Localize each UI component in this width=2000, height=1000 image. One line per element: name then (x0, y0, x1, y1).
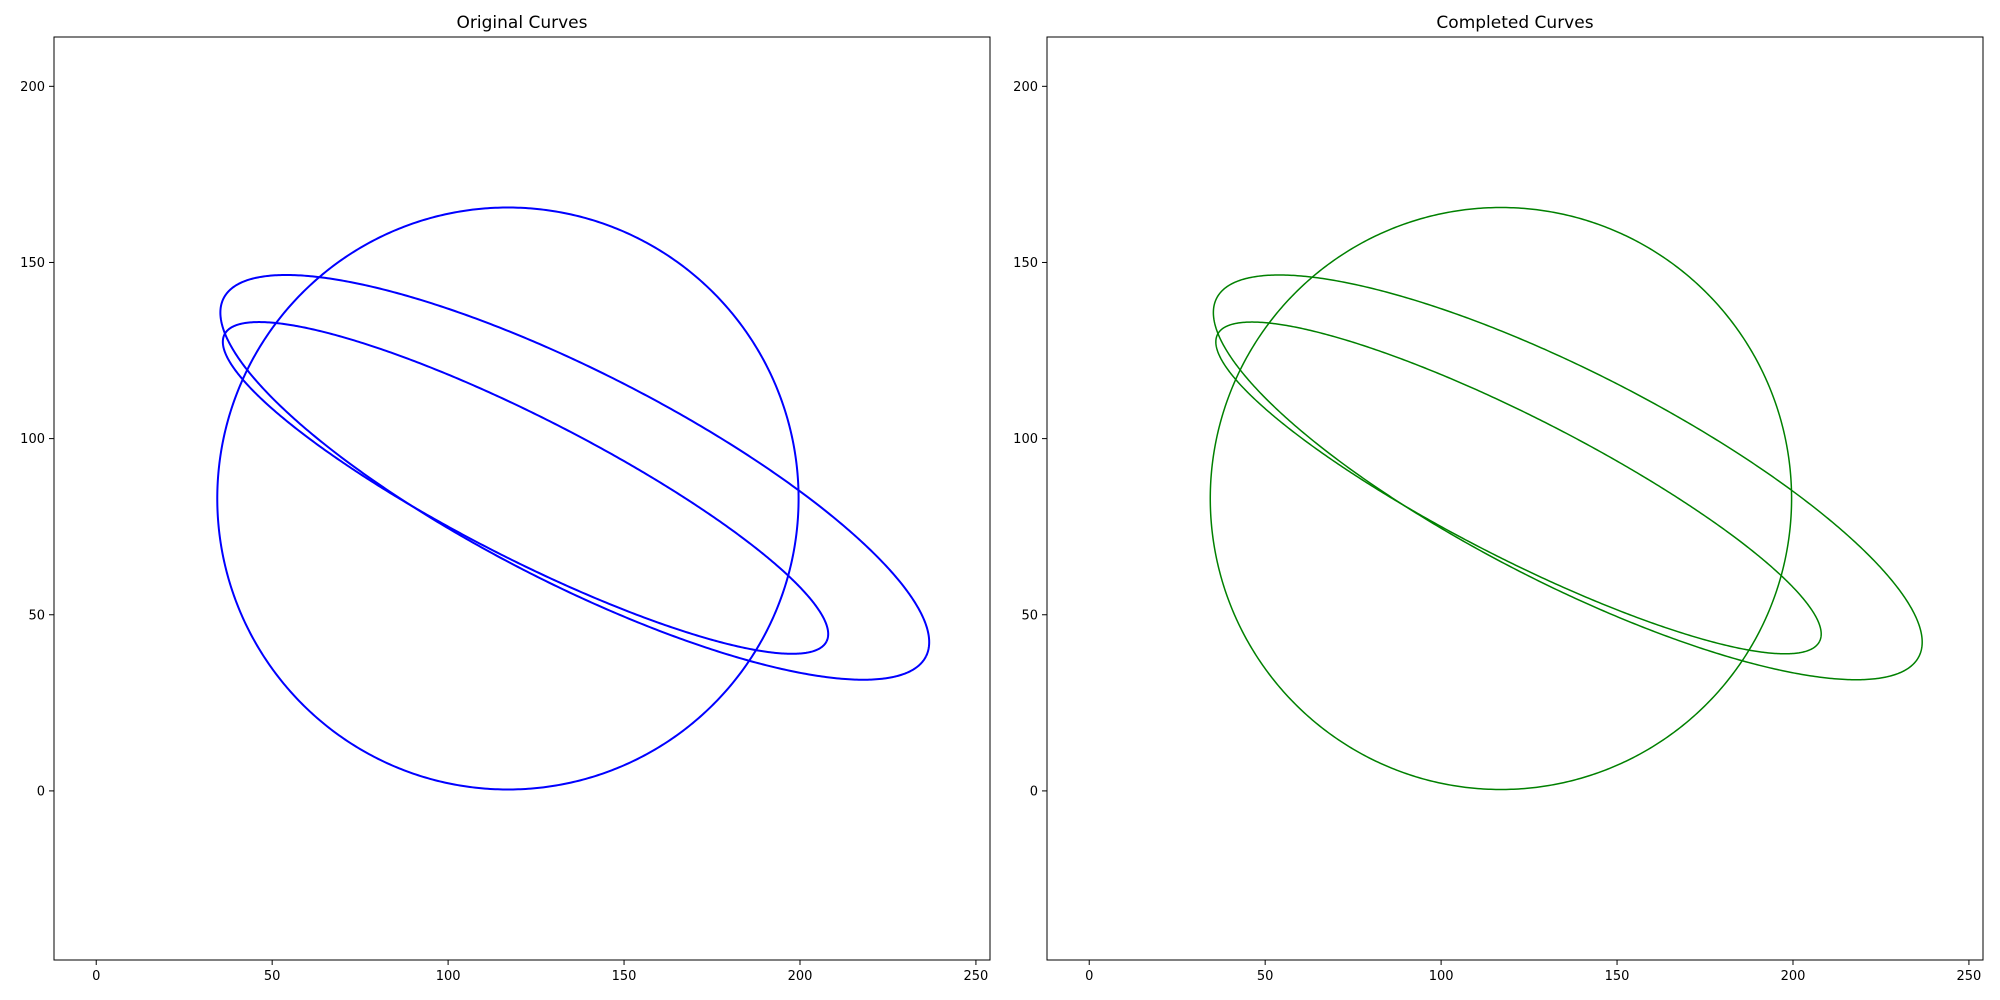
chart-0-ytick-label: 50 (28, 608, 45, 623)
chart-0-planet-circle (216, 206, 800, 791)
chart-1-inner-ring-ellipse (1215, 321, 1822, 655)
chart-0-inner-ring-ellipse (221, 321, 830, 655)
chart-1-ytick-label: 100 (1013, 432, 1038, 447)
chart-1-xtick-label: 100 (1429, 969, 1454, 984)
chart-0-ytick-label: 150 (20, 256, 45, 271)
chart-1-ytick-label: 150 (1013, 256, 1038, 271)
chart-0-xtick-label: 50 (264, 969, 281, 984)
chart-0-xtick-label: 200 (788, 969, 813, 984)
chart-1-xtick-label: 150 (1605, 969, 1630, 984)
chart-1-xtick-label: 250 (1957, 969, 1982, 984)
chart-0-ytick-label: 100 (20, 432, 45, 447)
chart-0-xtick-label: 100 (436, 969, 461, 984)
chart-0-axes-frame (53, 36, 991, 961)
chart-1-ytick-label: 50 (1021, 608, 1038, 623)
chart-1-xtick-label: 50 (1257, 969, 1274, 984)
chart-1-xtick-label: 0 (1085, 969, 1093, 984)
chart-1-title: Completed Curves (1436, 13, 1593, 33)
chart-1-curves (1209, 206, 1923, 791)
chart-1-ytick-label: 200 (1013, 80, 1038, 95)
panel-completed-curves: Completed Curves 0 50 100 150 200 250 0 50 100 150… (1013, 13, 1984, 984)
chart-0-title: Original Curves (457, 13, 588, 33)
chart-1-outer-ring-ellipse (1212, 274, 1923, 681)
chart-1-axes-frame (1046, 36, 1984, 961)
panel-original-curves: Original Curves 0 50 100 150 200 250 0 50 100 150 2… (20, 13, 991, 984)
chart-0-ytick-label: 200 (20, 80, 45, 95)
chart-1-ytick-label: 0 (1030, 784, 1038, 799)
chart-1-xtick-label: 200 (1781, 969, 1806, 984)
chart-0-xtick-label: 150 (612, 969, 637, 984)
chart-1-planet-circle (1209, 206, 1793, 791)
chart-0-outer-ring-ellipse (219, 273, 931, 681)
chart-0-ytick-label: 0 (37, 784, 45, 799)
chart-0-curves (216, 206, 931, 791)
chart-0-xtick-label: 250 (964, 969, 989, 984)
chart-0-xtick-label: 0 (92, 969, 100, 984)
